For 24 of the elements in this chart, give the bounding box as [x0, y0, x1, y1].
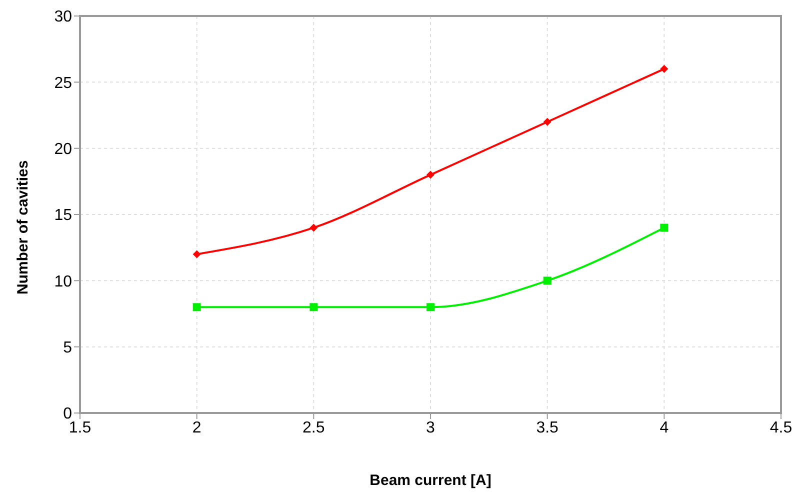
- x-tick-label: 3: [426, 419, 436, 436]
- y-tick-label: 25: [54, 74, 72, 92]
- x-tick-label: 3.5: [536, 419, 559, 436]
- y-tick-label: 30: [54, 8, 72, 26]
- point: [192, 250, 201, 258]
- y-tick-label: 15: [54, 207, 72, 224]
- x-tick-label: 2.5: [302, 419, 325, 436]
- point: [426, 303, 434, 312]
- point: [543, 276, 552, 285]
- point: [660, 224, 668, 232]
- y-tick-label: 5: [63, 340, 72, 357]
- y-axis-title: Number of cavities: [14, 160, 32, 294]
- point: [310, 303, 318, 312]
- x-tick-label: 4: [660, 419, 669, 436]
- point: [426, 170, 434, 179]
- x-tick-label: 4.5: [770, 419, 792, 436]
- y-tick-label: 10: [54, 273, 72, 290]
- x-tick-label: 2: [192, 419, 202, 436]
- point: [192, 303, 201, 312]
- point: [310, 224, 318, 232]
- point: [543, 118, 552, 126]
- x-axis-title: Beam current [A]: [370, 472, 492, 489]
- y-tick-label: 20: [54, 141, 72, 158]
- point: [660, 64, 668, 73]
